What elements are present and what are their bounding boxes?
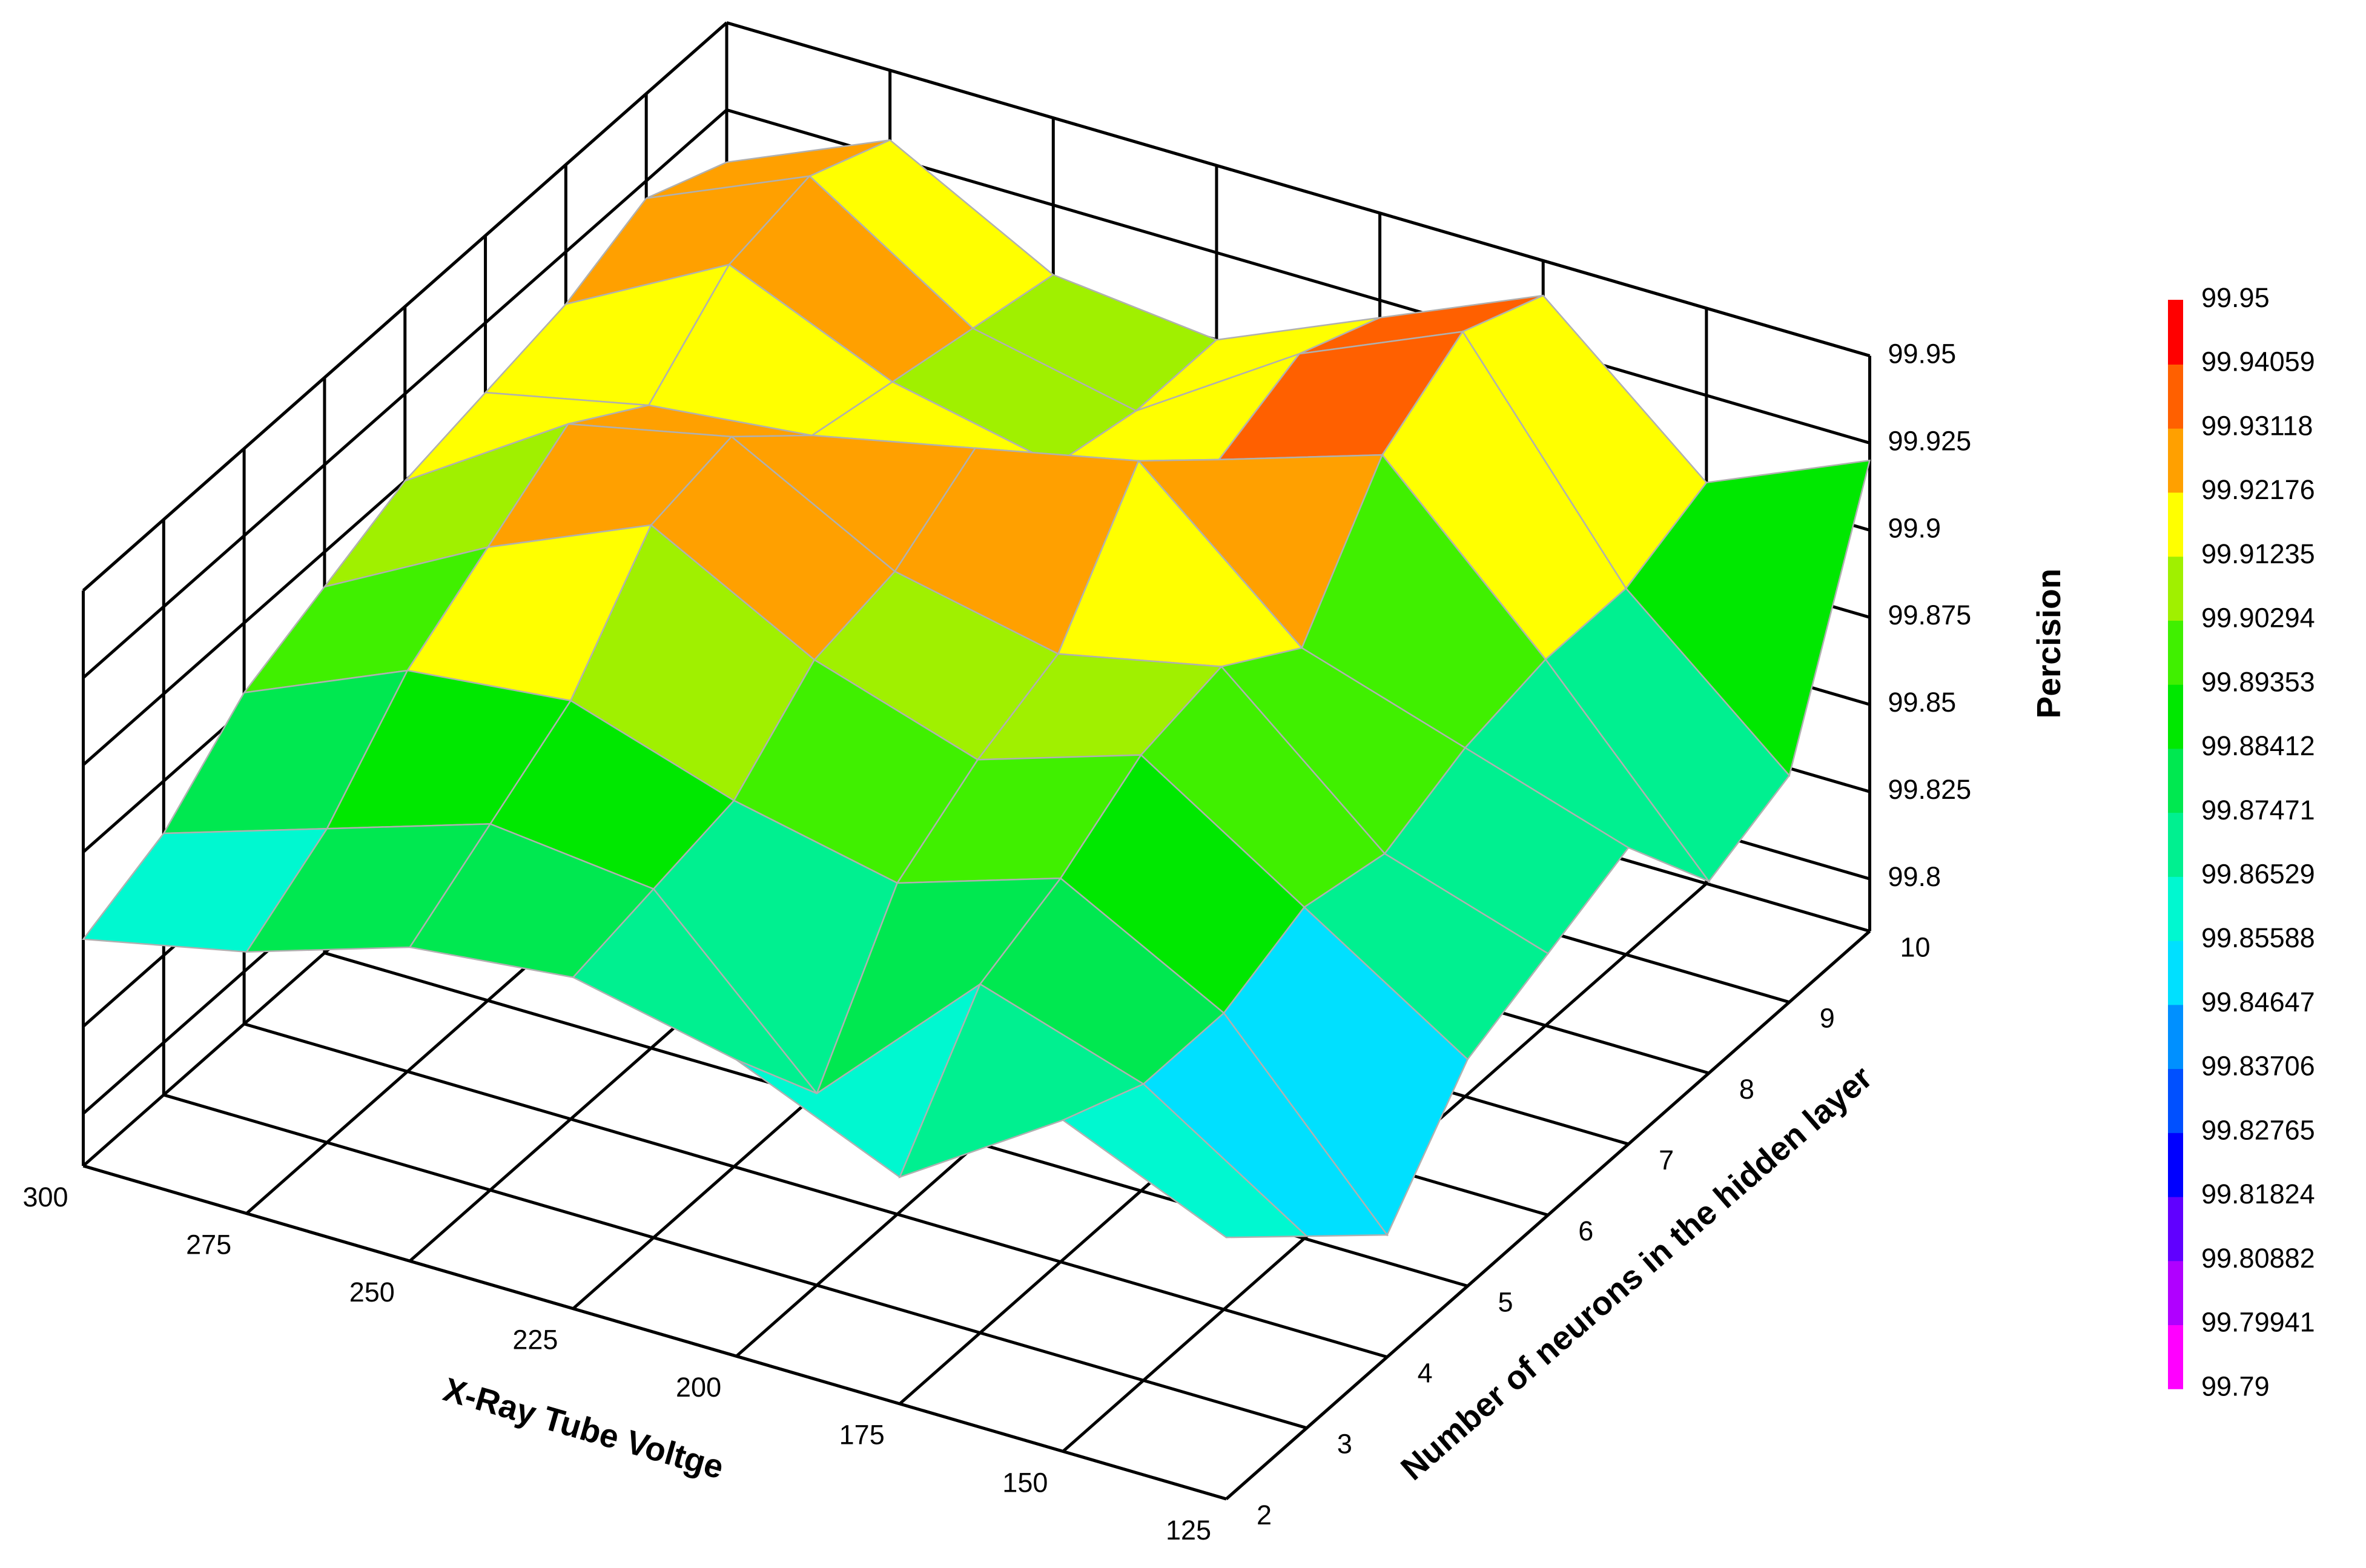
y-tick-label: 8 — [1739, 1074, 1754, 1105]
y-tick-label: 7 — [1659, 1145, 1674, 1176]
z-tick-label: 99.85 — [1888, 687, 1957, 718]
z-tick-label: 99.8 — [1888, 861, 1941, 892]
x-tick-label: 200 — [676, 1372, 721, 1403]
y-tick-label: 3 — [1337, 1429, 1352, 1460]
z-tick-label: 99.875 — [1888, 600, 1972, 630]
colorbar-band — [2168, 748, 2183, 813]
grid-line — [82, 1164, 1227, 1501]
colorbar-band — [2168, 1132, 2183, 1197]
grid-line — [243, 1022, 1388, 1359]
colorbar-band — [2168, 555, 2183, 621]
x-tick-label: 300 — [22, 1182, 68, 1212]
colorbar-band — [2168, 620, 2183, 685]
colorbar-label: 99.87471 — [2201, 795, 2315, 825]
colorbar-label: 99.93118 — [2201, 410, 2313, 441]
colorbar-label: 99.79941 — [2201, 1307, 2315, 1338]
colorbar-band — [2168, 300, 2183, 365]
colorbar-label: 99.85588 — [2201, 922, 2315, 953]
colorbar-band — [2168, 876, 2183, 941]
colorbar-label: 99.86529 — [2201, 859, 2315, 890]
surface-patch — [1061, 1083, 1309, 1239]
colorbar-label: 99.91235 — [2201, 538, 2315, 569]
colorbar-label: 99.83706 — [2201, 1051, 2315, 1082]
z-axis-title: Percision — [2030, 569, 2067, 719]
x-tick-label: 225 — [512, 1325, 558, 1355]
z-tick-label: 99.95 — [1888, 338, 1957, 369]
colorbar-band — [2168, 684, 2183, 749]
colorbar-band — [2168, 492, 2183, 557]
colorbar-band — [2168, 1004, 2183, 1070]
colorbar-band — [2168, 1260, 2183, 1326]
grid-line — [163, 1093, 1307, 1430]
colorbar-label: 99.82765 — [2201, 1114, 2315, 1145]
x-tick-label: 250 — [349, 1277, 395, 1308]
colorbar-label: 99.79 — [2201, 1371, 2270, 1401]
y-tick-label: 10 — [1900, 931, 1931, 962]
x-tick-label: 275 — [186, 1229, 231, 1260]
colorbar-label: 99.95 — [2201, 282, 2270, 313]
y-tick-label: 4 — [1418, 1358, 1433, 1389]
surface — [82, 139, 1871, 1239]
y-axis-title: Number of neurons in the hidden layer — [1393, 1058, 1879, 1487]
colorbar-band — [2168, 1196, 2183, 1262]
colorbar-label: 99.92176 — [2201, 474, 2315, 505]
x-tick-label: 175 — [839, 1420, 885, 1451]
colorbar-band — [2168, 1324, 2183, 1389]
x-tick-label: 150 — [1002, 1467, 1048, 1498]
z-tick-label: 99.825 — [1888, 774, 1972, 805]
colorbar-label: 99.89353 — [2201, 666, 2315, 697]
grid-line — [726, 21, 1871, 357]
z-tick-label: 99.9 — [1888, 512, 1941, 543]
labels: 300 275 250 225 200 175 150 125 2 3 4 5 6 7 8 9 10 99.8 99… — [22, 338, 1972, 1546]
colorbar-band — [2168, 428, 2183, 493]
grid-line — [1225, 930, 1871, 1500]
colorbar-label: 99.84647 — [2201, 987, 2315, 1017]
colorbar-label: 99.94059 — [2201, 346, 2315, 377]
colorbar-band — [2168, 940, 2183, 1005]
colorbar-label: 99.88412 — [2201, 730, 2315, 761]
x-tick-label: 125 — [1166, 1515, 1211, 1546]
colorbar-band — [2168, 363, 2183, 429]
colorbar-label: 99.81824 — [2201, 1179, 2315, 1209]
z-tick-label: 99.925 — [1888, 425, 1972, 456]
y-tick-label: 6 — [1578, 1216, 1593, 1246]
colorbar-band — [2168, 1068, 2183, 1133]
colorbar-label: 99.90294 — [2201, 603, 2315, 633]
colorbar-label: 99.80882 — [2201, 1243, 2315, 1274]
y-tick-label: 2 — [1257, 1500, 1272, 1530]
colorbar-band — [2168, 812, 2183, 877]
y-tick-label: 5 — [1498, 1286, 1513, 1317]
y-tick-label: 9 — [1820, 1003, 1835, 1034]
